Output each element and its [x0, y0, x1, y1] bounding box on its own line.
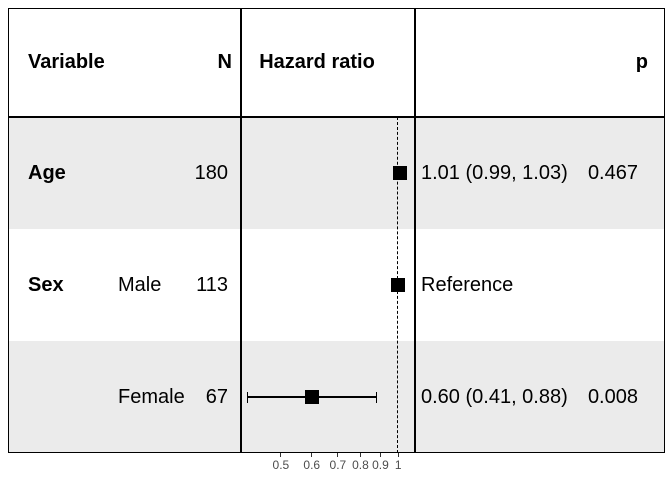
column-header-p: p: [635, 51, 648, 73]
row-band: [8, 117, 665, 229]
row-n-value: 113: [196, 274, 228, 296]
hr-marker: [304, 390, 319, 404]
axis-tick: [280, 453, 282, 457]
column-header-n: N: [217, 51, 232, 73]
row-estimate-label: 0.60 (0.41, 0.88): [421, 386, 568, 408]
axis-tick: [311, 453, 313, 457]
row-estimate-label: Reference: [421, 274, 514, 296]
axis-tick: [379, 453, 381, 457]
row-n-value: 180: [194, 162, 228, 184]
ci-cap-right: [375, 391, 378, 403]
row-level-label: Male: [118, 274, 162, 296]
axis-tick-label: 0.5: [272, 458, 290, 472]
axis-tick-label: 1: [394, 458, 402, 472]
header-divider: [8, 116, 665, 118]
axis-tick-label: 0.6: [303, 458, 321, 472]
row-variable-label: Age: [28, 162, 66, 184]
outer-border: [8, 8, 665, 453]
row-level-label: Female: [118, 386, 185, 408]
axis-tick: [397, 453, 399, 457]
row-n-value: 67: [205, 386, 228, 408]
row-estimate-label: 1.01 (0.99, 1.03): [421, 162, 568, 184]
axis-tick: [359, 453, 361, 457]
column-header-variable: Variable: [28, 51, 105, 73]
axis-tick-label: 0.9: [372, 458, 389, 472]
row-p-value: 0.008: [587, 386, 638, 408]
axis-tick: [337, 453, 339, 457]
divider-right-panel: [414, 8, 416, 453]
row-p-value: 0.467: [587, 162, 638, 184]
divider-left-panel: [240, 8, 242, 453]
column-header-hazard-ratio: Hazard ratio: [259, 51, 375, 73]
axis-tick-label: 0.7: [329, 458, 347, 472]
row-variable-label: Sex: [28, 274, 64, 296]
hr-marker: [392, 166, 407, 180]
axis-tick-label: 0.8: [352, 458, 369, 472]
ci-cap-left: [246, 391, 249, 403]
hr-marker: [391, 278, 406, 292]
